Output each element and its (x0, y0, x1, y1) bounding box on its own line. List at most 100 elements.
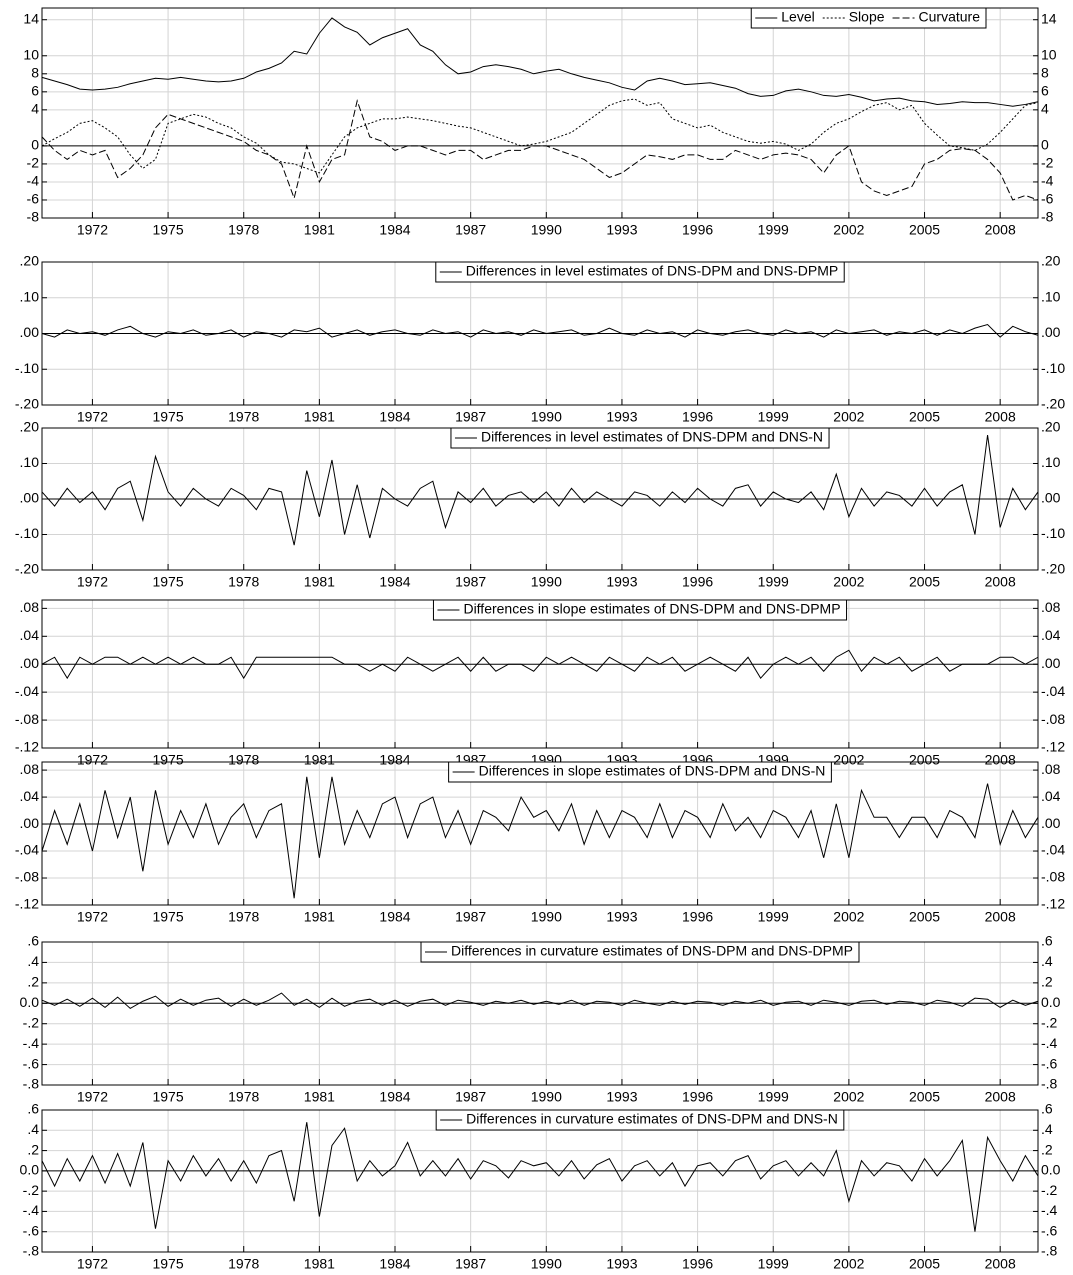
y2-tick-label: -.12 (1041, 739, 1065, 755)
x-tick-label: 1984 (379, 909, 410, 925)
y-tick-label: -.6 (23, 1055, 40, 1071)
y2-tick-label: 10 (1041, 46, 1057, 62)
y-tick-label: -8 (27, 209, 40, 225)
legend-label: Level (781, 9, 814, 25)
y2-tick-label: .10 (1041, 288, 1061, 304)
x-tick-label: 1984 (379, 222, 410, 238)
legend: Differences in slope estimates of DNS-DP… (448, 761, 832, 783)
y-tick-label: -2 (27, 155, 40, 171)
x-tick-label: 1975 (152, 409, 183, 425)
x-tick-label: 1975 (152, 909, 183, 925)
y-tick-label: -.2 (23, 1014, 40, 1030)
x-tick-label: 2008 (985, 909, 1016, 925)
legend: Level Slope Curvature (750, 7, 987, 29)
panel: 1972 1975 1978 1981 1984 1987 1990 1993 1996 1999… (15, 599, 1065, 768)
legend-label: Slope (849, 9, 885, 25)
y-tick-label: .10 (20, 454, 40, 470)
x-tick-label: 1990 (531, 909, 562, 925)
x-tick-label: 1993 (606, 1089, 637, 1105)
x-tick-label: 1978 (228, 574, 259, 590)
y2-tick-label: .04 (1041, 788, 1061, 804)
x-tick-label: 2008 (985, 409, 1016, 425)
x-tick-label: 1984 (379, 752, 410, 768)
y-tick-label: 8 (31, 64, 39, 80)
y-tick-label: .2 (27, 1141, 39, 1157)
x-tick-label: 1975 (152, 1089, 183, 1105)
legend: Differences in slope estimates of DNS-DP… (432, 599, 848, 621)
x-tick-label: 2005 (909, 409, 940, 425)
x-tick-label: 1984 (379, 574, 410, 590)
x-tick-label: 1975 (152, 222, 183, 238)
x-tick-label: 1996 (682, 409, 713, 425)
x-tick-label: 2002 (833, 1089, 864, 1105)
y-tick-label: -.2 (23, 1182, 40, 1198)
y-tick-label: .6 (27, 1101, 39, 1117)
x-tick-label: 2002 (833, 222, 864, 238)
x-tick-label: 1987 (455, 409, 486, 425)
y2-tick-label: .4 (1041, 1121, 1053, 1137)
x-tick-label: 2002 (833, 1256, 864, 1272)
y2-tick-label: -8 (1041, 209, 1054, 225)
series-line (41, 992, 1039, 1010)
x-tick-label: 1984 (379, 409, 410, 425)
x-tick-label: 1990 (531, 1256, 562, 1272)
legend-box (432, 599, 848, 621)
x-tick-label: 1981 (304, 909, 335, 925)
y2-tick-label: .2 (1041, 974, 1053, 990)
y2-tick-label: -.10 (1041, 360, 1065, 376)
x-tick-label: 2005 (909, 1089, 940, 1105)
y2-tick-label: -.04 (1041, 683, 1065, 699)
y-tick-label: .20 (20, 253, 40, 269)
series-line (41, 649, 1039, 680)
x-tick-label: 2005 (909, 222, 940, 238)
y2-tick-label: 0.0 (1041, 1162, 1061, 1178)
y2-tick-label: -.04 (1041, 842, 1065, 858)
x-tick-label: 1990 (531, 1089, 562, 1105)
x-tick-label: 1972 (77, 909, 108, 925)
y2-tick-label: 14 (1041, 10, 1057, 26)
y-tick-label: -.10 (15, 360, 39, 376)
legend: Differences in curvature estimates of DN… (435, 1109, 845, 1131)
x-tick-label: 2005 (909, 1256, 940, 1272)
x-tick-label: 2002 (833, 909, 864, 925)
x-tick-label: 1978 (228, 409, 259, 425)
x-tick-label: 1978 (228, 909, 259, 925)
y-tick-label: .4 (27, 953, 39, 969)
y-tick-label: 14 (23, 10, 39, 26)
x-tick-label: 1978 (228, 222, 259, 238)
y-tick-label: .2 (27, 974, 39, 990)
y2-tick-label: -.20 (1041, 396, 1065, 412)
y2-tick-label: -.10 (1041, 525, 1065, 541)
legend: Differences in curvature estimates of DN… (420, 941, 860, 963)
y2-tick-label: .20 (1041, 419, 1061, 435)
y-tick-label: -.4 (23, 1035, 40, 1051)
x-tick-label: 1987 (455, 1256, 486, 1272)
y2-tick-label: .08 (1041, 599, 1061, 615)
y-tick-label: -6 (27, 191, 40, 207)
x-tick-label: 1999 (758, 409, 789, 425)
y2-tick-label: -2 (1041, 155, 1054, 171)
x-tick-label: 1987 (455, 222, 486, 238)
y2-tick-label: -.20 (1041, 561, 1065, 577)
x-tick-label: 1996 (682, 222, 713, 238)
y-tick-label: -.6 (23, 1222, 40, 1238)
x-tick-label: 1990 (531, 222, 562, 238)
y-tick-label: .00 (20, 490, 40, 506)
series-line (41, 17, 1039, 107)
legend-label: Differences in curvature estimates of DN… (451, 943, 853, 959)
y2-tick-label: -.8 (1041, 1243, 1058, 1259)
x-tick-label: 2008 (985, 752, 1016, 768)
panel: 1972 1975 1978 1981 1984 1987 1990 1993 1996 1999… (15, 419, 1065, 590)
y-tick-label: .04 (20, 788, 40, 804)
y2-tick-label: .10 (1041, 454, 1061, 470)
y-tick-label: -.08 (15, 711, 39, 727)
x-tick-label: 1981 (304, 752, 335, 768)
panel: 1972 1975 1978 1981 1984 1987 1990 1993 1996 1999… (15, 761, 1065, 925)
x-tick-label: 2005 (909, 909, 940, 925)
x-tick-label: 2005 (909, 574, 940, 590)
legend-label: Differences in curvature estimates of DN… (466, 1111, 838, 1127)
x-tick-label: 1999 (758, 1256, 789, 1272)
x-tick-label: 1981 (304, 1256, 335, 1272)
y2-tick-label: .6 (1041, 1101, 1053, 1117)
